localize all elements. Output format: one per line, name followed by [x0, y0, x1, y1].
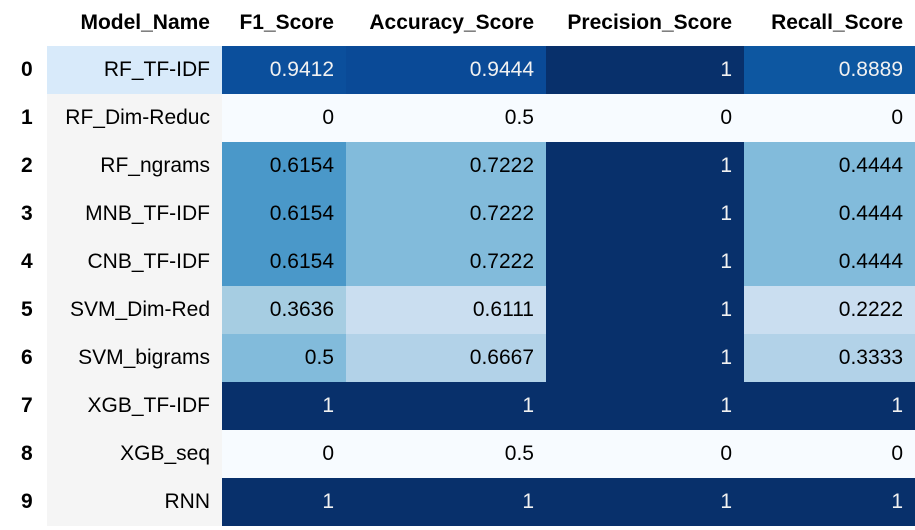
cell-model-name: XGB_TF-IDF [47, 382, 222, 430]
cell-accuracy-score: 0.7222 [346, 190, 546, 238]
col-header-f1-score: F1_Score [222, 0, 346, 46]
col-header-accuracy-score: Accuracy_Score [346, 0, 546, 46]
cell-f1-score: 0 [222, 94, 346, 142]
cell-f1-score: 0.3636 [222, 286, 346, 334]
cell-accuracy-score: 0.9444 [346, 46, 546, 94]
cell-f1-score: 0.6154 [222, 190, 346, 238]
row-index: 7 [21, 394, 33, 417]
cell-recall-score: 0.4444 [744, 190, 915, 238]
row-index: 2 [21, 154, 33, 177]
cell-f1-score: 0.9412 [222, 46, 346, 94]
cell-recall-score: 0.3333 [744, 334, 915, 382]
cell-model-name: RF_ngrams [47, 142, 222, 190]
cell-accuracy-score: 1 [346, 382, 546, 430]
cell-accuracy-score: 0.6111 [346, 286, 546, 334]
cell-precision-score: 0 [546, 430, 744, 478]
table-row: 2 RF_ngrams 0.6154 0.7222 1 0.4444 [0, 142, 915, 190]
cell-recall-score: 0.4444 [744, 142, 915, 190]
cell-precision-score: 0 [546, 94, 744, 142]
cell-recall-score: 0.2222 [744, 286, 915, 334]
table-row: 5 SVM_Dim-Red 0.3636 0.6111 1 0.2222 [0, 286, 915, 334]
cell-accuracy-score: 0.7222 [346, 238, 546, 286]
cell-f1-score: 0.5 [222, 334, 346, 382]
table-row: 9 RNN 1 1 1 1 [0, 478, 915, 526]
table-body: 0 RF_TF-IDF 0.9412 0.9444 1 0.8889 1 RF_Dim-Red… [0, 46, 915, 526]
cell-recall-score: 0.4444 [744, 238, 915, 286]
cell-model-name: MNB_TF-IDF [47, 190, 222, 238]
cell-model-name: RF_TF-IDF [47, 46, 222, 94]
table-row: 3 MNB_TF-IDF 0.6154 0.7222 1 0.4444 [0, 190, 915, 238]
cell-precision-score: 1 [546, 286, 744, 334]
cell-precision-score: 1 [546, 142, 744, 190]
row-index: 0 [21, 58, 33, 81]
cell-precision-score: 1 [546, 382, 744, 430]
cell-precision-score: 1 [546, 46, 744, 94]
cell-accuracy-score: 1 [346, 478, 546, 526]
cell-precision-score: 1 [546, 238, 744, 286]
cell-recall-score: 0 [744, 430, 915, 478]
row-index: 9 [21, 490, 33, 513]
table-row: 8 XGB_seq 0 0.5 0 0 [0, 430, 915, 478]
col-header-recall-score: Recall_Score [744, 0, 915, 46]
header-row: Model_Name F1_Score Accuracy_Score Preci… [0, 0, 915, 46]
cell-accuracy-score: 0.6667 [346, 334, 546, 382]
row-index: 8 [21, 442, 33, 465]
cell-f1-score: 1 [222, 478, 346, 526]
cell-recall-score: 1 [744, 382, 915, 430]
table-row: 6 SVM_bigrams 0.5 0.6667 1 0.3333 [0, 334, 915, 382]
table-row: 4 CNB_TF-IDF 0.6154 0.7222 1 0.4444 [0, 238, 915, 286]
cell-precision-score: 1 [546, 478, 744, 526]
cell-f1-score: 0 [222, 430, 346, 478]
cell-recall-score: 1 [744, 478, 915, 526]
row-index: 3 [21, 202, 33, 225]
cell-recall-score: 0.8889 [744, 46, 915, 94]
cell-recall-score: 0 [744, 94, 915, 142]
col-header-precision-score: Precision_Score [546, 0, 744, 46]
cell-f1-score: 1 [222, 382, 346, 430]
row-index: 4 [21, 250, 33, 273]
row-index: 6 [21, 346, 33, 369]
cell-model-name: RF_Dim-Reduc [47, 94, 222, 142]
cell-precision-score: 1 [546, 190, 744, 238]
cell-f1-score: 0.6154 [222, 142, 346, 190]
cell-f1-score: 0.6154 [222, 238, 346, 286]
row-index: 5 [21, 298, 33, 321]
table-row: 1 RF_Dim-Reduc 0 0.5 0 0 [0, 94, 915, 142]
cell-accuracy-score: 0.7222 [346, 142, 546, 190]
table-row: 7 XGB_TF-IDF 1 1 1 1 [0, 382, 915, 430]
cell-model-name: CNB_TF-IDF [47, 238, 222, 286]
table-row: 0 RF_TF-IDF 0.9412 0.9444 1 0.8889 [0, 46, 915, 94]
cell-accuracy-score: 0.5 [346, 430, 546, 478]
row-index: 1 [21, 106, 33, 129]
cell-model-name: SVM_Dim-Red [47, 286, 222, 334]
cell-model-name: SVM_bigrams [47, 334, 222, 382]
col-header-model-name: Model_Name [47, 0, 222, 46]
cell-accuracy-score: 0.5 [346, 94, 546, 142]
index-header [0, 0, 47, 46]
cell-model-name: XGB_seq [47, 430, 222, 478]
cell-precision-score: 1 [546, 334, 744, 382]
cell-model-name: RNN [47, 478, 222, 526]
